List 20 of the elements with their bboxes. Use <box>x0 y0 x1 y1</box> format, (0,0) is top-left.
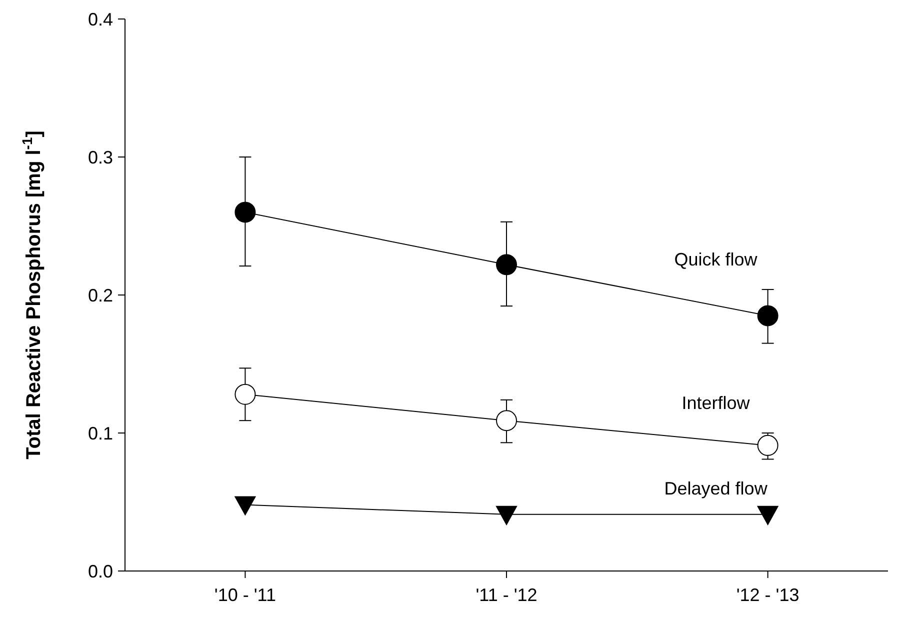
series-label: Interflow <box>682 393 751 413</box>
x-tick-label: '10 - '11 <box>214 585 276 605</box>
point <box>757 434 778 456</box>
y-tick-label: 0.3 <box>88 147 113 168</box>
y-tick-label: 0.4 <box>88 9 113 30</box>
point <box>496 410 517 432</box>
point <box>757 506 778 525</box>
point <box>234 202 256 223</box>
point <box>234 384 256 405</box>
y-tick-label: 0.0 <box>88 561 113 582</box>
y-tick-label: 0.1 <box>88 423 113 444</box>
series-label: Delayed flow <box>664 478 768 498</box>
series-label: Quick flow <box>674 249 758 270</box>
point <box>496 506 517 525</box>
x-tick-label: '12 - '13 <box>736 585 800 605</box>
point <box>234 496 256 516</box>
point <box>496 254 517 276</box>
y-tick-label: 0.2 <box>88 285 113 306</box>
x-tick-label: '11 - '12 <box>476 585 538 605</box>
point <box>757 305 778 326</box>
